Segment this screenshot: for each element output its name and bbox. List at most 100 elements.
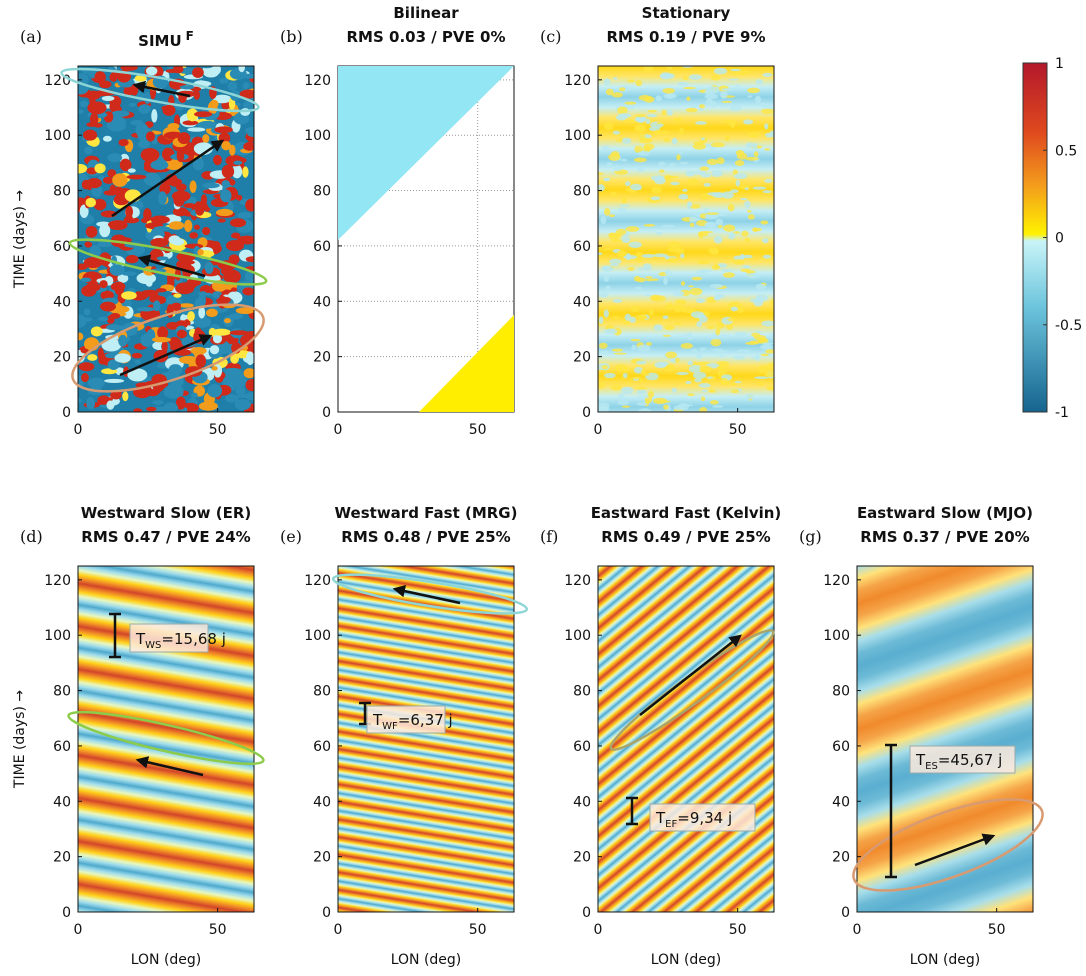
heatmap-noise — [726, 323, 733, 330]
x-axis-label: LON (deg) — [391, 952, 462, 968]
heatmap-noise — [736, 70, 751, 75]
heatmap-blob — [97, 241, 113, 248]
heatmap-noise — [680, 281, 686, 286]
heatmap-noise — [612, 299, 623, 303]
colorbar-tick-label: 0 — [1055, 231, 1064, 247]
heatmap-noise — [715, 218, 724, 226]
y-tick-label: 0 — [582, 405, 591, 421]
x-tick-label: 0 — [74, 922, 83, 938]
heatmap-blob — [172, 66, 184, 74]
heatmap-noise — [727, 317, 736, 322]
heatmap-blob — [186, 108, 199, 122]
heatmap-blob — [167, 123, 180, 130]
panel-subtitle: RMS 0.19 / PVE 9% — [607, 28, 766, 46]
heatmap-blob — [207, 384, 223, 398]
heatmap-noise — [698, 231, 704, 239]
heatmap-blob — [143, 208, 152, 222]
heatmap-noise — [740, 197, 748, 201]
heatmap-blob — [128, 102, 137, 107]
y-tick-label: 40 — [573, 294, 591, 310]
heatmap-noise — [724, 135, 731, 141]
heatmap-blob — [153, 300, 161, 312]
heatmap-noise — [752, 186, 767, 190]
heatmap-noise — [704, 93, 719, 100]
colorbar-tick-label: -0.5 — [1055, 318, 1082, 334]
heatmap-noise — [715, 321, 725, 329]
arrow — [135, 756, 204, 777]
heatmap-blob — [124, 214, 133, 224]
heatmap-noise — [762, 342, 774, 345]
heatmap-blob — [100, 301, 117, 312]
heatmap-blob — [140, 148, 160, 162]
heatmap-blob — [233, 160, 243, 165]
heatmap-blob — [240, 334, 254, 348]
heatmap-blob — [184, 219, 193, 233]
heatmap-noise — [605, 285, 611, 293]
heatmap-noise — [667, 303, 672, 306]
heatmap-noise — [722, 191, 734, 199]
heatmap-blob — [138, 139, 150, 149]
heatmap-noise — [716, 157, 725, 165]
heatmap-noise — [658, 161, 666, 166]
heatmap-noise — [687, 393, 695, 397]
heatmap-noise — [705, 98, 713, 105]
heatmap-blob — [118, 334, 128, 347]
heatmap-noise — [612, 130, 620, 135]
heatmap-noise — [617, 207, 627, 214]
heatmap-noise — [612, 165, 623, 172]
plot-frame — [77, 565, 255, 913]
heatmap-blob — [117, 273, 129, 283]
heatmap-noise — [685, 380, 692, 385]
heatmap-noise — [628, 189, 636, 194]
arrow — [137, 254, 206, 278]
heatmap-blob — [90, 326, 103, 337]
heatmap-blob — [221, 140, 231, 151]
heatmap-noise — [637, 344, 651, 352]
bilinear-positive-region — [419, 315, 514, 412]
heatmap-noise — [628, 241, 642, 249]
y-tick-label: 100 — [564, 128, 591, 144]
heatmap-noise — [699, 104, 706, 109]
heatmap-noise — [699, 347, 707, 351]
heatmap-noise — [692, 371, 707, 379]
heatmap-blob — [85, 197, 97, 208]
heatmap-noise — [695, 121, 707, 125]
panel-title: Eastward Fast (Kelvin) — [591, 504, 782, 522]
heatmap-blob — [220, 189, 232, 203]
heatmap-noise — [719, 104, 726, 107]
heatmap-blob — [204, 261, 214, 274]
heatmap-noise — [625, 181, 631, 187]
heatmap-noise — [637, 395, 650, 399]
heatmap-noise — [687, 178, 699, 185]
heatmap-noise — [662, 87, 675, 94]
y-tick-label: 100 — [564, 628, 591, 644]
heatmap-blob — [236, 393, 249, 398]
arrow — [111, 139, 225, 218]
heatmap-blob — [230, 218, 247, 228]
y-tick-label: 0 — [841, 905, 850, 921]
heatmap-noise — [769, 130, 774, 138]
heatmap-noise — [618, 113, 632, 119]
heatmap-noise — [634, 275, 641, 282]
heatmap-noise — [664, 364, 676, 372]
heatmap-field — [338, 566, 514, 912]
heatmap-blob — [171, 302, 182, 309]
heatmap-noise — [700, 193, 710, 200]
heatmap-noise — [705, 86, 720, 94]
heatmap-noise — [667, 241, 682, 249]
heatmap-noise — [757, 337, 767, 343]
heatmap-noise — [696, 321, 703, 328]
heatmap-blob — [192, 157, 204, 171]
heatmap-noise — [699, 166, 709, 171]
heatmap-blob — [168, 221, 185, 230]
heatmap-blob — [78, 397, 82, 404]
heatmap-noise — [603, 248, 613, 251]
heatmap-noise — [747, 214, 755, 220]
heatmap-noise — [598, 184, 605, 192]
heatmap-blob — [245, 198, 254, 212]
heatmap-noise — [701, 389, 708, 393]
panel-label: (f) — [540, 527, 558, 546]
heatmap-noise — [634, 116, 647, 123]
heatmap-noise — [738, 397, 750, 400]
heatmap-noise — [740, 253, 745, 260]
